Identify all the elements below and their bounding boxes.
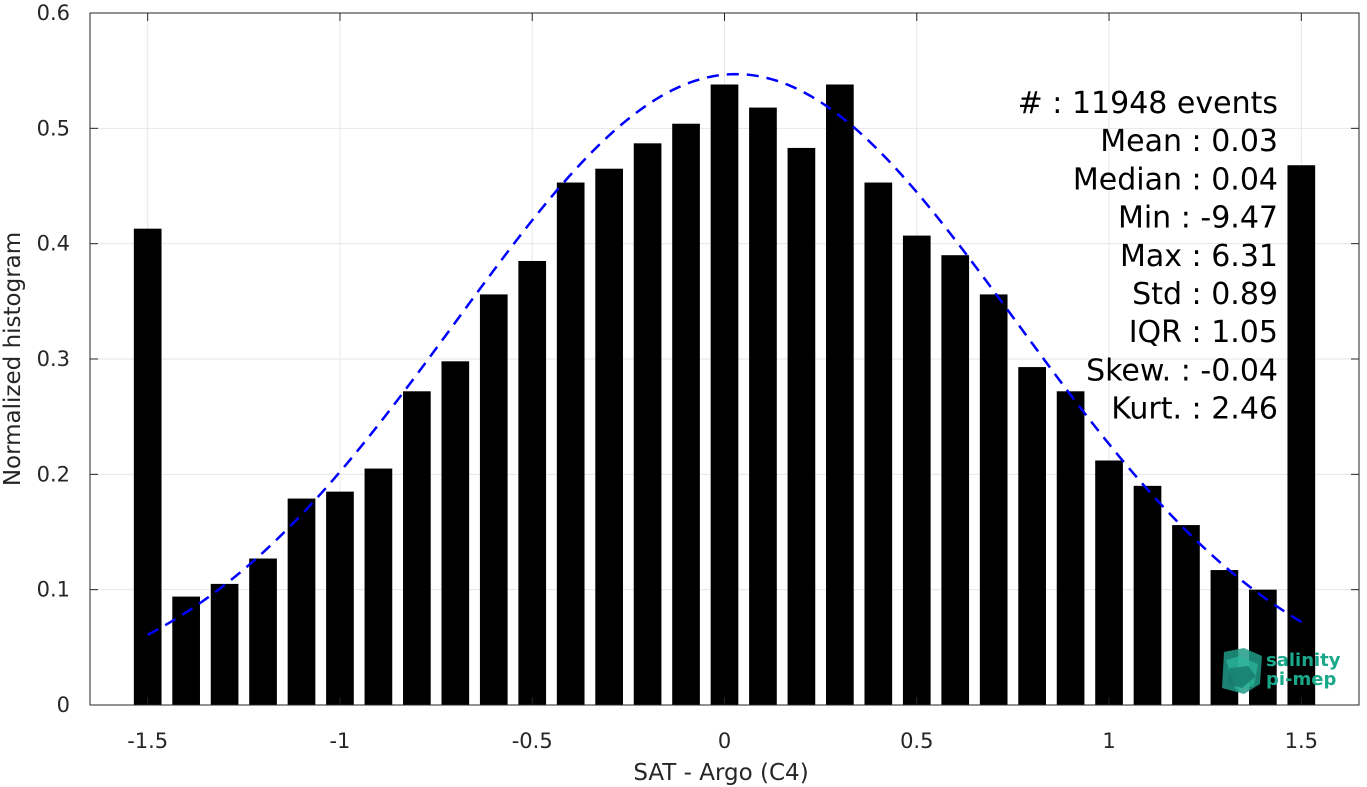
x-tick-label: 0 <box>718 729 731 753</box>
bar <box>826 84 854 706</box>
salinity-pi-mep-logo: salinity pi-mep <box>1222 648 1341 694</box>
bar <box>1287 165 1316 706</box>
logo-line1: salinity <box>1266 650 1341 671</box>
bar <box>133 228 162 705</box>
bar <box>1056 391 1085 705</box>
y-tick-label: 0 <box>57 693 70 717</box>
y-tick-labels: 0 0.1 0.2 0.3 0.4 0.5 0.6 <box>37 1 70 717</box>
y-tick-label: 0.2 <box>37 462 70 486</box>
bar <box>710 84 739 706</box>
bar <box>1095 460 1123 705</box>
stat-line: Std : 0.89 <box>1132 277 1278 312</box>
gaussian-fit-curve <box>147 72 1302 636</box>
y-tick-label: 0.5 <box>37 116 70 140</box>
cube-logo-icon <box>1222 648 1262 694</box>
bar <box>249 558 277 705</box>
x-axis-label: SAT - Argo (C4) <box>633 760 808 786</box>
bar <box>672 123 700 706</box>
bar <box>479 294 508 705</box>
x-tick-label: -1 <box>329 729 350 753</box>
stat-line: Mean : 0.03 <box>1100 124 1278 159</box>
stat-line: IQR : 1.05 <box>1129 315 1278 350</box>
bar <box>864 182 893 706</box>
bar <box>518 260 547 705</box>
stat-line: Min : -9.47 <box>1118 201 1278 236</box>
bar <box>979 294 1008 705</box>
stat-line: Median : 0.04 <box>1073 162 1278 197</box>
bar <box>749 107 777 705</box>
x-tick-label: 1.5 <box>1285 729 1318 753</box>
bar <box>1172 525 1200 705</box>
bar <box>633 143 662 705</box>
bar <box>941 255 970 705</box>
bar <box>1018 367 1046 705</box>
x-tick-label: -0.5 <box>512 729 553 753</box>
bar <box>556 182 585 706</box>
bar <box>595 168 623 705</box>
stat-line: # : 11948 events <box>1018 86 1278 121</box>
bar <box>364 468 393 705</box>
y-tick-label: 0.3 <box>37 347 70 371</box>
x-tick-labels: -1.5 -1 -0.5 0 0.5 1 1.5 <box>127 729 1318 753</box>
bar <box>902 235 931 706</box>
bar <box>403 391 431 705</box>
y-tick-label: 0.1 <box>37 578 70 602</box>
logo-line2: pi-mep <box>1266 669 1336 690</box>
axis-ticks <box>90 12 1359 706</box>
bar <box>287 498 316 705</box>
x-tick-label: 0.5 <box>900 729 933 753</box>
stat-line: Max : 6.31 <box>1120 239 1278 274</box>
bar <box>326 491 354 705</box>
y-tick-label: 0.4 <box>37 232 70 256</box>
bar <box>1133 485 1162 705</box>
bar <box>441 361 470 705</box>
bar <box>172 596 200 705</box>
x-tick-label: -1.5 <box>127 729 168 753</box>
bar <box>787 147 816 705</box>
stat-line: Kurt. : 2.46 <box>1111 392 1278 427</box>
stat-line: Skew. : -0.04 <box>1086 353 1278 388</box>
x-tick-label: 1 <box>1102 729 1115 753</box>
bars <box>133 84 1316 706</box>
bar <box>210 583 239 705</box>
y-tick-label: 0.6 <box>37 1 70 25</box>
y-axis-label: Normalized histogram <box>0 232 26 486</box>
